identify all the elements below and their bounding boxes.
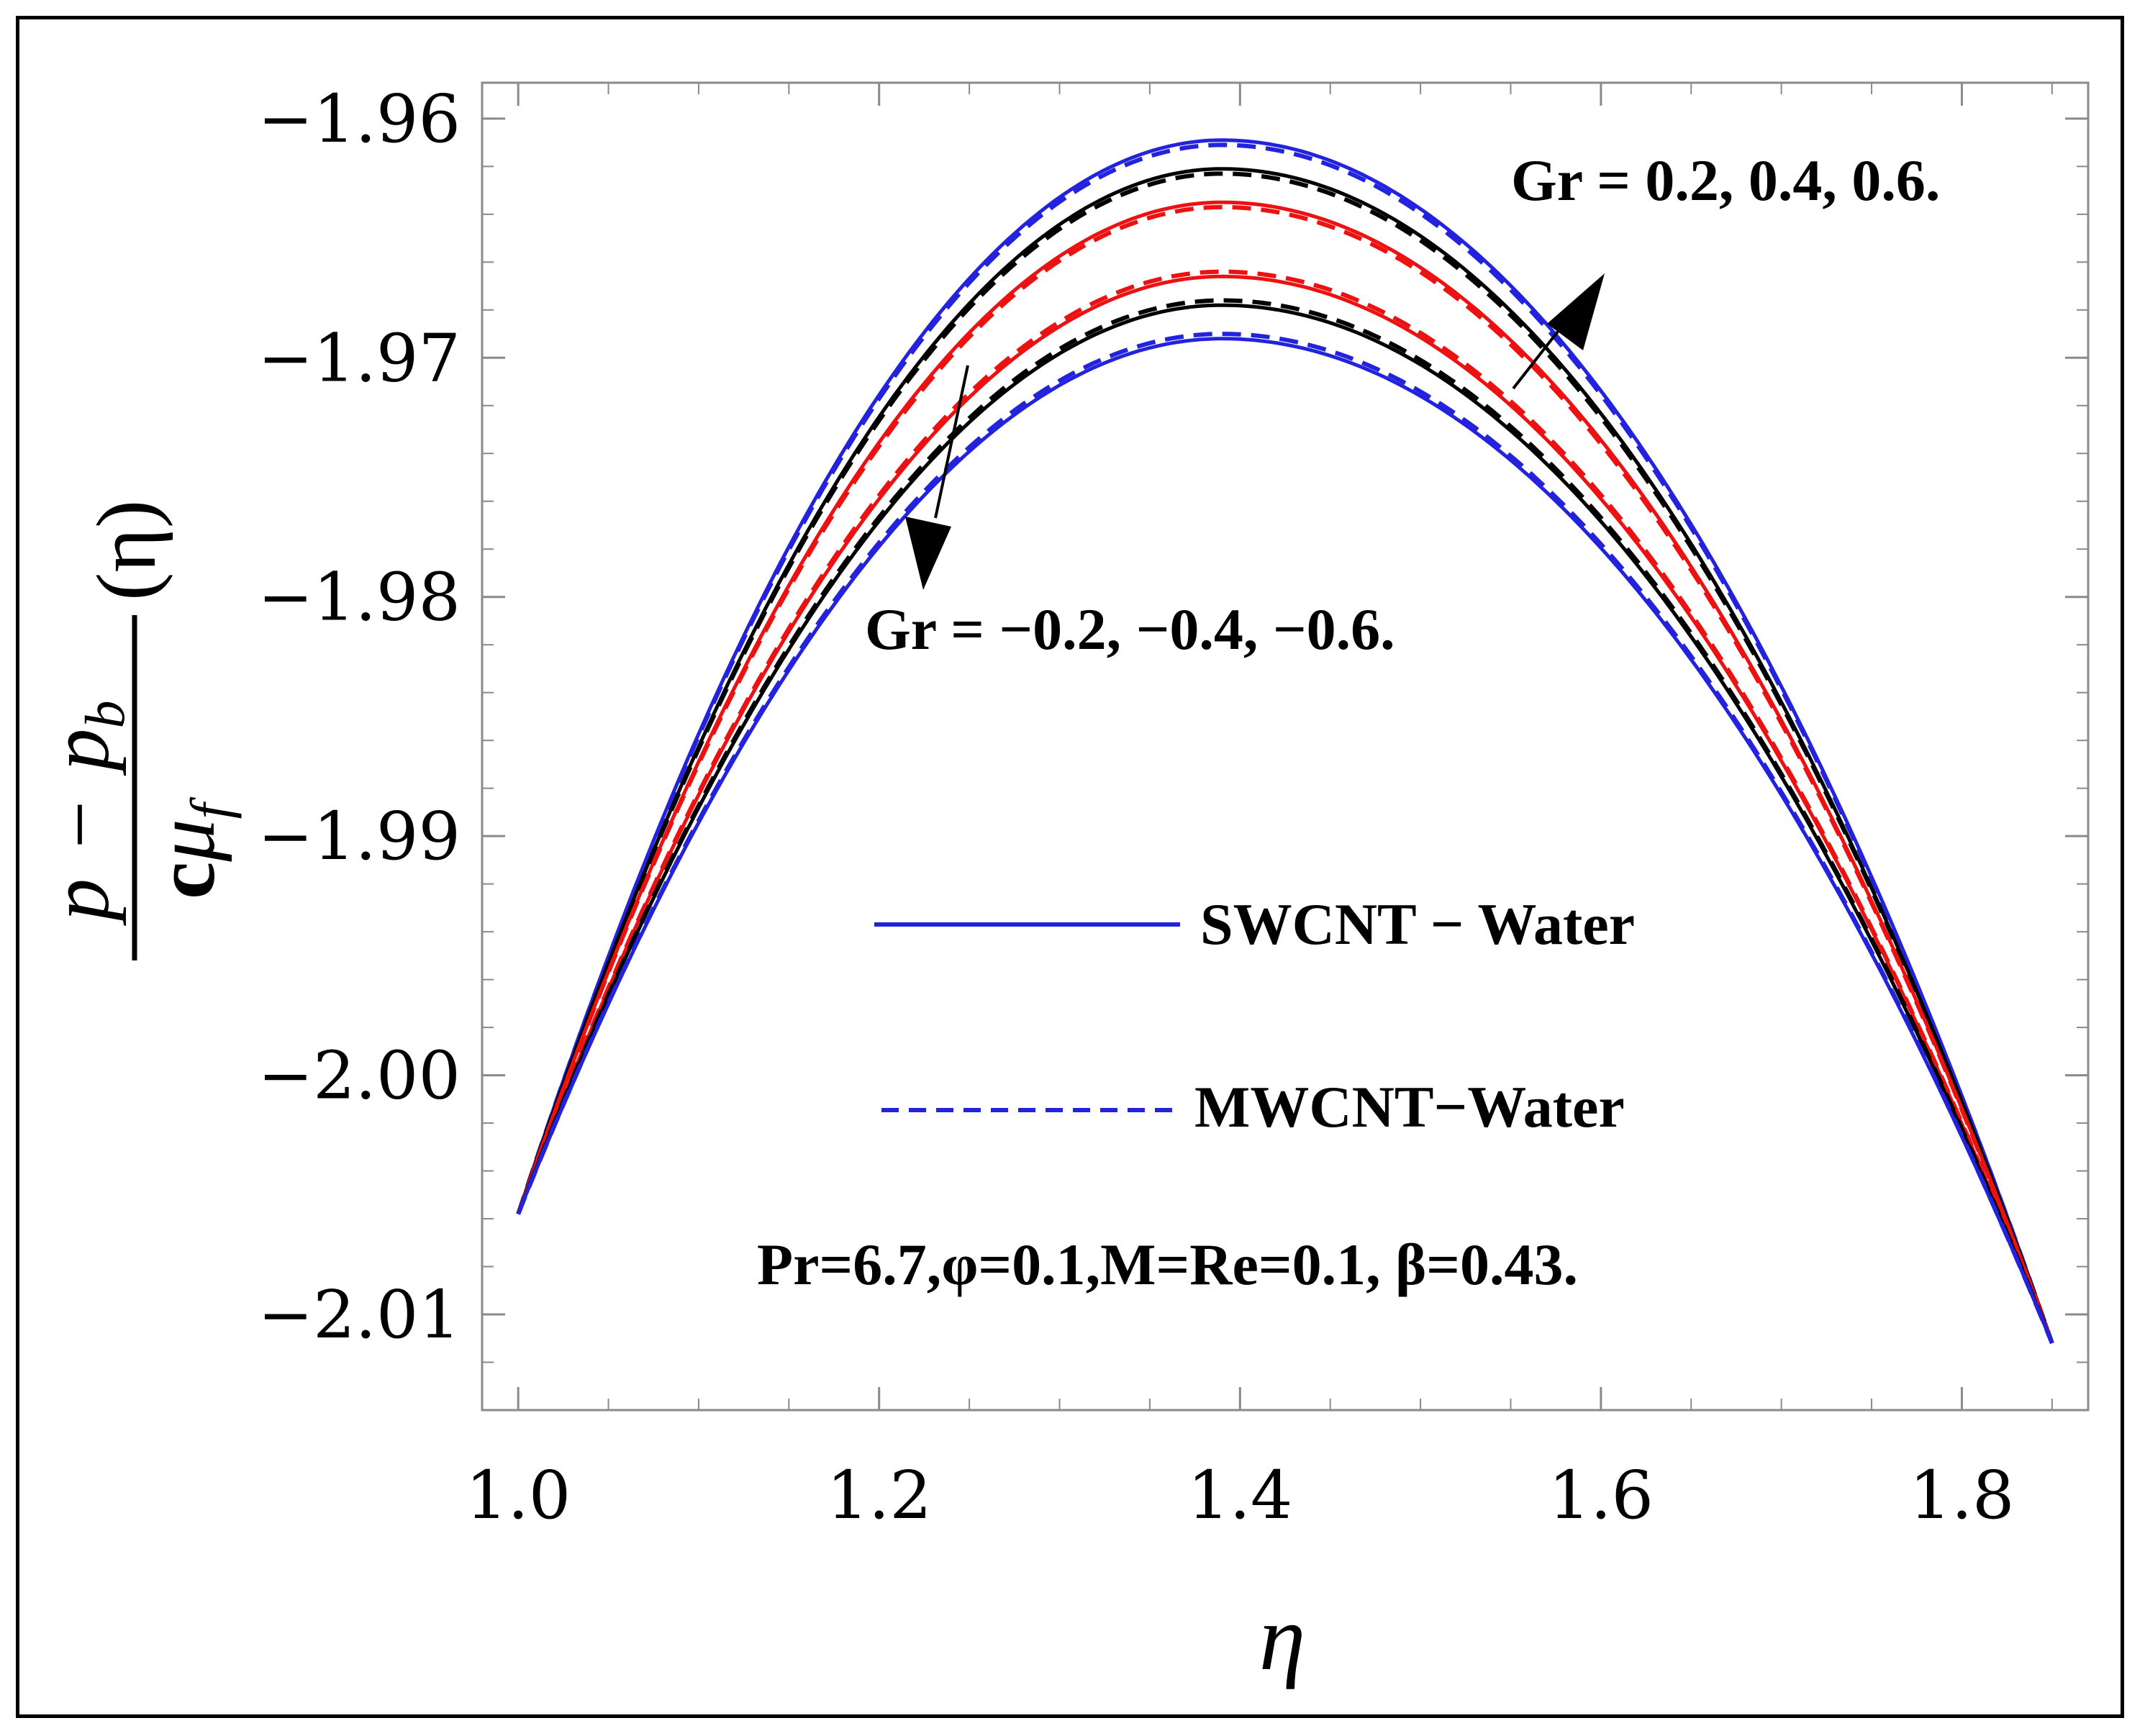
x-tick-label: 1.4 bbox=[1187, 1457, 1292, 1534]
y-tick-label: −1.96 bbox=[258, 81, 461, 158]
major-ticks bbox=[482, 83, 2088, 1410]
y-tick-label: −1.98 bbox=[258, 559, 461, 636]
y-tick-labels: −1.96 −1.97 −1.98 −1.99 −2.00 −2.01 bbox=[258, 81, 461, 1353]
series-line: Gr=0.6 SWCNT–Water bbox=[516, 138, 2054, 1344]
x-tick-labels: 1.0 1.2 1.4 1.6 1.8 bbox=[466, 1457, 2015, 1534]
legend-label-swcnt: SWCNT − Water bbox=[1200, 891, 1635, 957]
y-label-c: c bbox=[138, 862, 232, 899]
svg-text:cμf: cμf bbox=[138, 796, 242, 899]
y-tick-label: −1.99 bbox=[258, 798, 461, 875]
y-tick-label: −1.97 bbox=[258, 319, 461, 396]
x-axis-label: η bbox=[1259, 1586, 1306, 1690]
series-line: Gr=−0.4 MWCNT–Water bbox=[516, 298, 2054, 1345]
arrow-decreasing-gr bbox=[905, 365, 969, 590]
y-tick-label: −2.00 bbox=[258, 1037, 461, 1114]
y-label-p: p bbox=[32, 878, 127, 926]
x-tick-label: 1.6 bbox=[1548, 1457, 1654, 1534]
legend: SWCNT − Water MWCNT−Water bbox=[874, 891, 1635, 1140]
x-tick-label: 1.2 bbox=[827, 1457, 932, 1534]
annotation-params: Pr=6.7,φ=0.1,M=Re=0.1, β=0.43. bbox=[757, 1232, 1578, 1297]
y-label-minus: − bbox=[32, 801, 127, 849]
series-line: Gr=−0.2 SWCNT–Water bbox=[516, 274, 2054, 1344]
x-tick-label: 1.8 bbox=[1909, 1457, 2014, 1534]
plot-frame bbox=[481, 81, 2090, 1412]
series-line: Gr=−0.4 SWCNT–Water bbox=[516, 303, 2054, 1344]
annotation-gr-negative: Gr = −0.2, −0.4, −0.6. bbox=[865, 596, 1395, 662]
x-tick-label: 1.0 bbox=[466, 1457, 571, 1534]
y-label-mu: μ bbox=[138, 819, 232, 862]
y-label-pb: p bbox=[32, 728, 127, 776]
arrow-increasing-gr bbox=[1512, 273, 1605, 390]
series-line: Gr=0.2 MWCNT–Water bbox=[516, 204, 2054, 1344]
svg-text:p − pb: p − pb bbox=[32, 700, 136, 926]
series-line: Gr=−0.2 MWCNT–Water bbox=[516, 269, 2054, 1344]
y-label-arg: (η) bbox=[79, 500, 173, 601]
annotation-gr-positive: Gr = 0.2, 0.4, 0.6. bbox=[1511, 147, 1940, 213]
y-label-sub-f: f bbox=[179, 796, 242, 819]
series-line: Gr=−0.6 MWCNT–Water bbox=[516, 332, 2054, 1345]
legend-label-mwcnt: MWCNT−Water bbox=[1194, 1074, 1625, 1140]
series-line: Gr=0.6 MWCNT–Water bbox=[516, 142, 2054, 1344]
series-line: Gr=0.4 MWCNT–Water bbox=[516, 171, 2054, 1344]
figure-frame bbox=[16, 16, 2124, 1718]
y-axis-label: p − pb cμf (η) bbox=[32, 500, 242, 960]
curves: Gr=0.6 SWCNT–WaterGr=0.6 MWCNT–WaterGr=0… bbox=[516, 138, 2054, 1345]
y-tick-label: −2.01 bbox=[258, 1276, 461, 1353]
y-label-sub-b: b bbox=[73, 700, 136, 728]
